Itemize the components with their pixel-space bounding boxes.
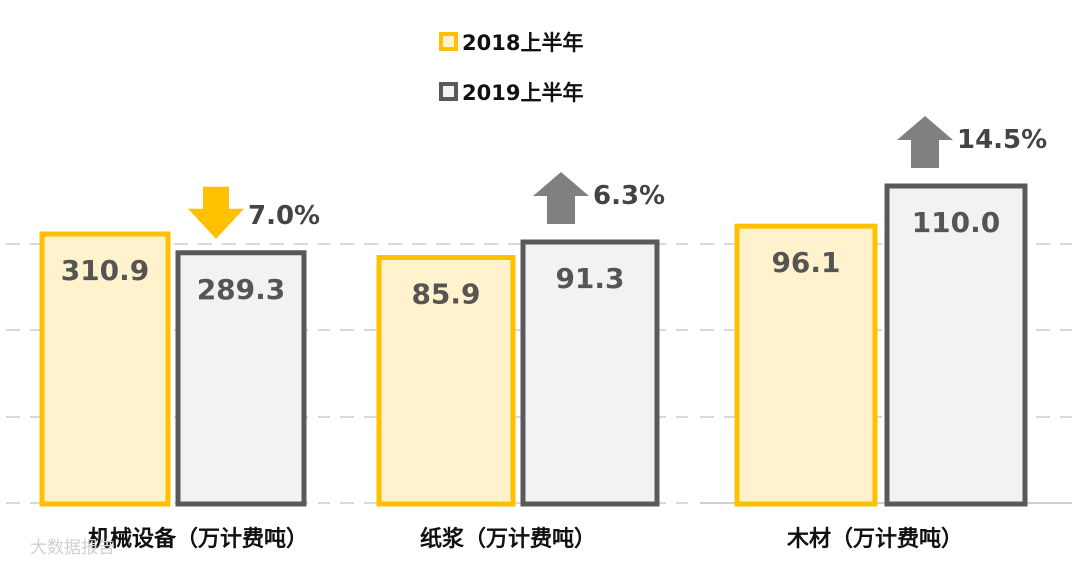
- legend: 2018上半年 2019上半年: [439, 31, 583, 105]
- legend-item-2019: 2019上半年: [439, 81, 583, 105]
- bar-2018-0: [39, 231, 171, 507]
- bar-2018-1: [376, 254, 516, 507]
- category-label: 机械设备（万计费吨）: [88, 526, 308, 552]
- legend-label: 2019上半年: [462, 81, 583, 105]
- category-label: 纸浆（万计费吨）: [420, 526, 596, 552]
- change-indicators: 7.0% 6.3% 14.5%: [188, 116, 1047, 239]
- value-label: 91.3: [555, 262, 624, 295]
- value-label: 110.0: [912, 206, 1001, 239]
- value-label: 96.1: [771, 246, 840, 279]
- legend-swatch: [439, 32, 458, 51]
- up-arrow-icon: [533, 172, 589, 224]
- change-label: 6.3%: [593, 181, 665, 211]
- change-arrow-0: 7.0%: [188, 186, 320, 239]
- change-arrow-2: 14.5%: [897, 116, 1047, 168]
- bar-2019-2: [884, 183, 1028, 507]
- category-label: 木材（万计费吨）: [786, 527, 963, 552]
- legend-item-2018: 2018上半年: [439, 31, 583, 55]
- change-label: 7.0%: [248, 201, 320, 231]
- watermark: 大数据报告: [30, 538, 115, 558]
- legend-swatch: [439, 82, 458, 101]
- value-labels: 310.9 289.3 85.9 91.3 96.1 110.0: [61, 206, 1001, 310]
- down-arrow-icon: [188, 186, 244, 239]
- bar-2019-0: [175, 250, 307, 507]
- category-labels: 机械设备（万计费吨） 纸浆（万计费吨） 木材（万计费吨）: [88, 526, 963, 552]
- change-arrow-1: 6.3%: [533, 172, 665, 224]
- value-label: 289.3: [197, 273, 286, 306]
- value-label: 310.9: [61, 254, 150, 287]
- up-arrow-icon: [897, 116, 953, 168]
- legend-label: 2018上半年: [462, 31, 583, 55]
- bar-2019-1: [520, 239, 660, 507]
- bars: [39, 183, 1028, 507]
- bar-2018-2: [734, 223, 878, 507]
- change-label: 14.5%: [957, 125, 1047, 155]
- watermark-text: 大数据报告: [30, 538, 115, 558]
- value-label: 85.9: [411, 277, 480, 310]
